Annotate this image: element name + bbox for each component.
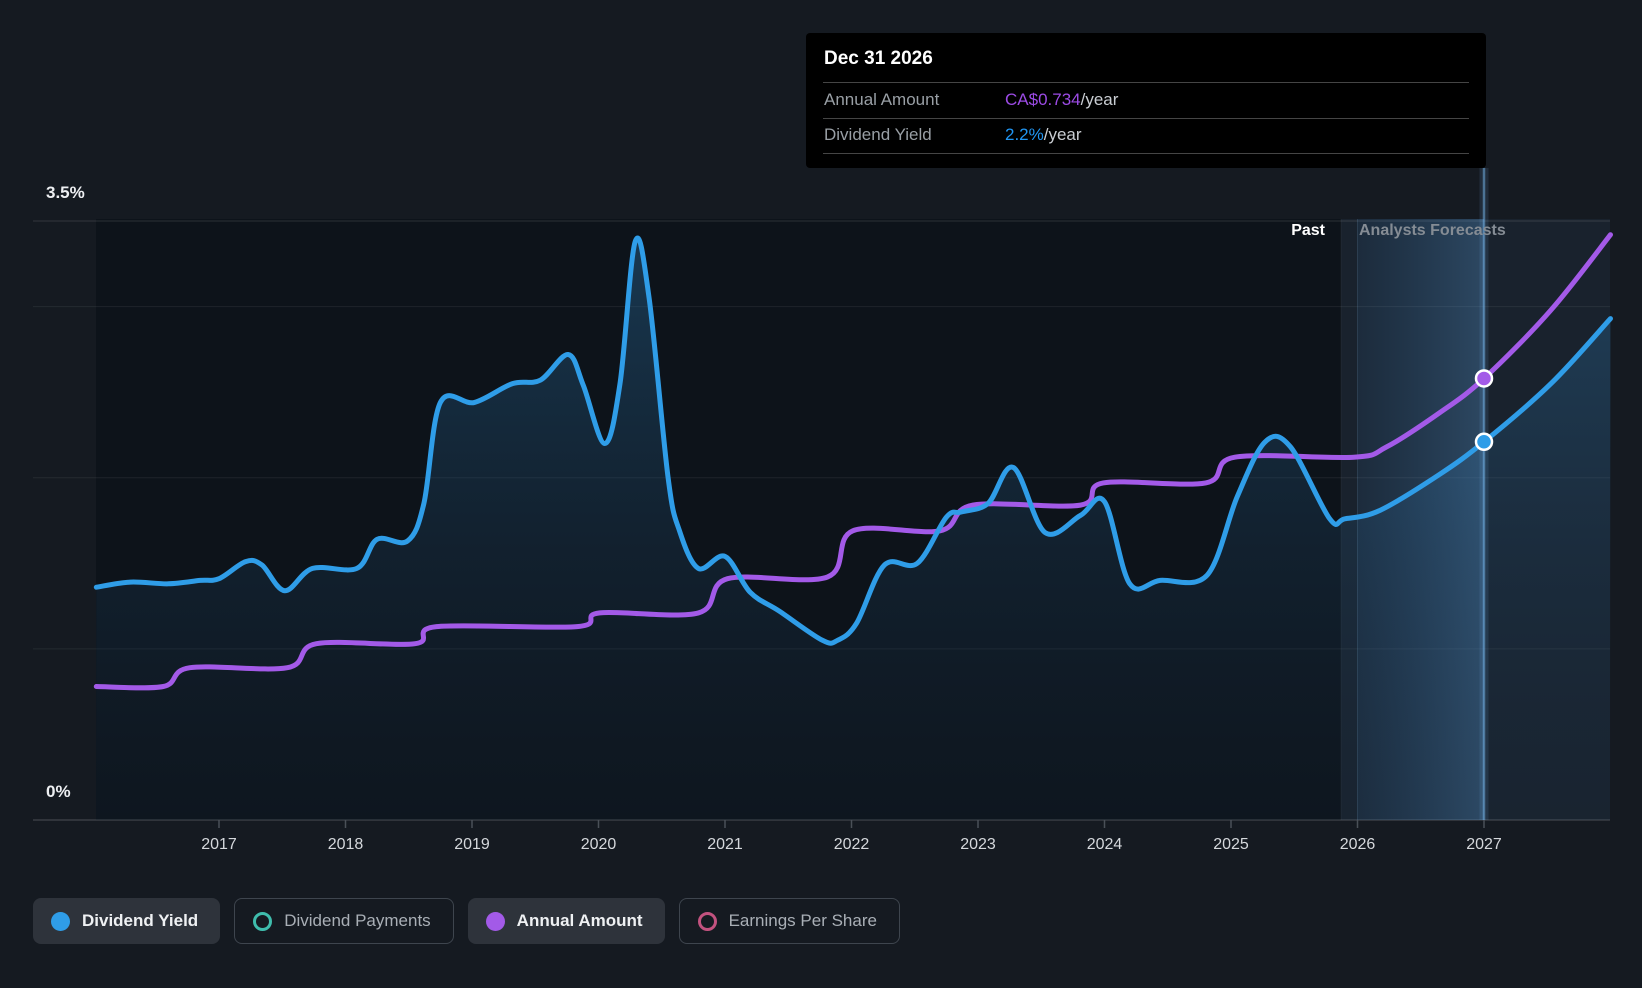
forecasts-section-label: Analysts Forecasts: [1359, 222, 1506, 239]
tooltip-row-value: 2.2%: [1005, 125, 1044, 144]
x-axis-label: 2025: [1213, 836, 1249, 853]
chart-tooltip: Dec 31 2026 Annual Amount CA$0.734 /year…: [806, 33, 1486, 168]
legend-item-label: Dividend Payments: [284, 911, 431, 930]
chart-legend: Dividend Yield Dividend Payments Annual Am…: [33, 898, 900, 944]
tooltip-row-value: CA$0.734: [1005, 89, 1081, 109]
y-axis-label-zero: 0%: [46, 782, 71, 801]
legend-item-dividend-yield[interactable]: Dividend Yield: [33, 898, 221, 944]
tooltip-row-label: Dividend Yield: [824, 125, 932, 144]
legend-ring-icon: [697, 911, 717, 931]
past-section-label: Past: [1291, 222, 1325, 239]
legend-item-dividend-payments[interactable]: Dividend Payments: [234, 898, 454, 944]
legend-item-label: Earnings Per Share: [728, 911, 877, 930]
legend-item-label: Dividend Yield: [82, 911, 199, 930]
y-axis-label-max: 3.5%: [46, 183, 85, 202]
tooltip-row-dividend-yield: Dividend Yield 2.2% /year: [824, 118, 1468, 153]
tooltip-divider: [823, 117, 1469, 119]
x-axis-label: 2019: [454, 836, 490, 853]
legend-ring-icon: [253, 911, 273, 931]
x-axis-label: 2021: [707, 836, 743, 853]
tooltip-row-suffix: /year: [1043, 125, 1082, 144]
x-axis-label: 2026: [1339, 836, 1376, 853]
legend-item-earnings-per-share[interactable]: Earnings Per Share: [678, 898, 900, 944]
x-axis-label: 2023: [960, 836, 996, 853]
data-point-marker-annual-amount[interactable]: [1474, 369, 1494, 388]
legend-item-annual-amount[interactable]: Annual Amount: [467, 898, 665, 944]
tooltip-row-suffix: /year: [1080, 89, 1119, 109]
hover-highlight-band: [1357, 219, 1484, 820]
tooltip-divider: [823, 153, 1469, 154]
x-axis-label: 2018: [327, 836, 364, 853]
annual-amount-line[interactable]: [93, 232, 1613, 691]
legend-dot-icon: [51, 911, 70, 931]
tooltip-row-label: Annual Amount: [824, 89, 940, 109]
data-point-marker-dividend-yield[interactable]: [1474, 432, 1494, 452]
x-axis-label: 2017: [201, 836, 237, 853]
dividend-yield-area: [96, 238, 1611, 821]
legend-item-label: Annual Amount: [516, 911, 643, 930]
tooltip-date: Dec 31 2026: [824, 48, 933, 69]
x-axis-label: 2022: [833, 836, 870, 853]
x-axis-label: 2024: [1086, 836, 1123, 853]
tooltip-divider: [823, 82, 1469, 83]
tooltip-row-annual-amount: Annual Amount CA$0.734 /year: [824, 82, 1468, 117]
dividend-yield-line[interactable]: [93, 235, 1613, 646]
x-axis-label: 2020: [580, 836, 617, 853]
legend-dot-icon: [485, 911, 505, 931]
x-axis-label: 2027: [1466, 836, 1502, 853]
